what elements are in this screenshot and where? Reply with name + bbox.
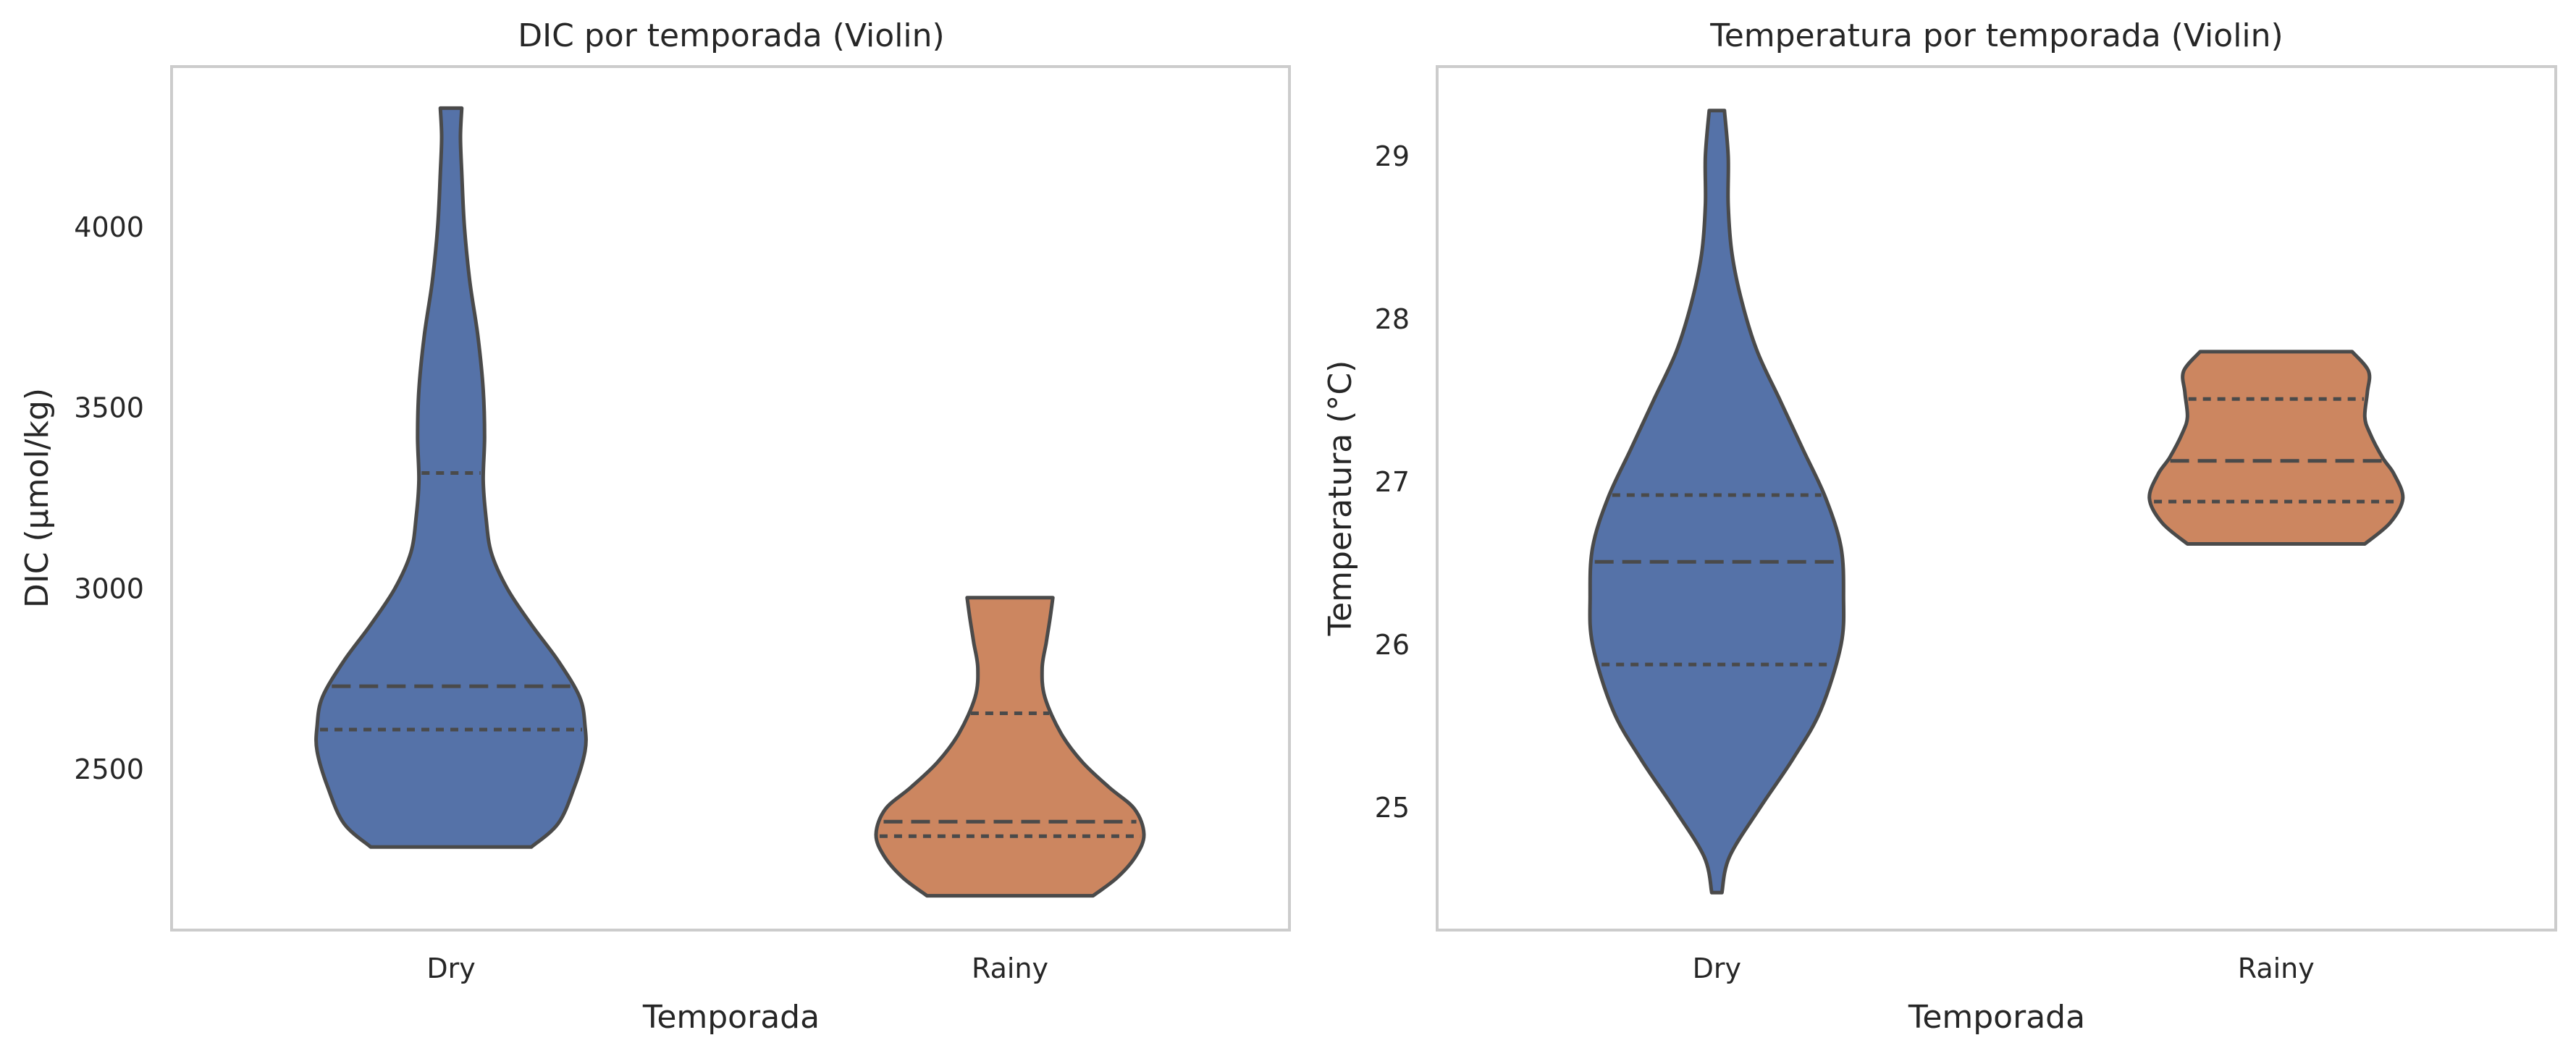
y-ticks-dic: 2500 3000 3500 4000	[74, 211, 144, 785]
x-tick-label-dry: Dry	[426, 952, 475, 984]
panel-temperatura: Temperatura por temporada (Violin) 25262…	[1322, 17, 2557, 1036]
y-axis-label-dic: DIC (µmol/kg)	[19, 388, 56, 608]
y-tick-label: 26	[1375, 629, 1410, 661]
plot-frame-dic	[170, 65, 1291, 932]
y-tick-label: 3500	[74, 392, 144, 424]
x-ticks-dic: Dry Rainy	[426, 952, 1048, 984]
violins-temperatura	[1588, 109, 2405, 895]
x-axis-label-dic: Temporada	[642, 999, 820, 1036]
chart-title-temperatura: Temperatura por temporada (Violin)	[1709, 17, 2283, 54]
x-tick-label-rainy: Rainy	[972, 952, 1048, 984]
y-tick-label: 25	[1375, 792, 1410, 824]
x-axis-label-temperatura: Temporada	[1908, 999, 2085, 1036]
y-tick-label: 3000	[74, 573, 144, 604]
y-tick-label: 28	[1375, 303, 1410, 335]
violin-dry	[314, 106, 588, 849]
panel-dic: DIC por temporada (Violin) 2500 3000 3500 4…	[19, 17, 1291, 1036]
y-axis-label-temperatura: Temperatura (°C)	[1322, 360, 1359, 637]
x-ticks-temperatura: Dry Rainy	[1693, 952, 2315, 984]
y-tick-label: 29	[1375, 140, 1410, 172]
violin-rainy	[2147, 350, 2405, 546]
violins-dic	[314, 106, 1146, 898]
x-tick-label-rainy: Rainy	[2238, 952, 2315, 984]
y-ticks-temperatura: 25 26 27 28 29	[1375, 140, 1410, 824]
violin-rainy	[874, 596, 1146, 898]
chart-title-dic: DIC por temporada (Violin)	[518, 17, 944, 54]
x-tick-label-dry: Dry	[1693, 952, 1741, 984]
y-tick-label: 4000	[74, 211, 144, 243]
violin-dry	[1588, 109, 1846, 895]
y-tick-label: 27	[1375, 466, 1410, 498]
y-tick-label: 2500	[74, 753, 144, 785]
plot-frame-temperatura	[1436, 65, 2557, 932]
